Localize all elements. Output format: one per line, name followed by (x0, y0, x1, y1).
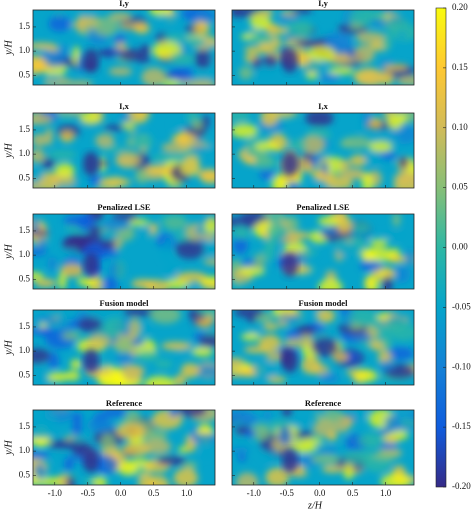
x-tick-label: -1.0 (48, 488, 63, 498)
colorbar-tick-label: 0.20 (452, 2, 468, 12)
panel: Fusion model (231, 298, 415, 386)
panel-frame (32, 112, 216, 189)
panel-title: Penalized LSE (97, 202, 150, 212)
panel-title: Reference (106, 398, 142, 408)
x-tick-label: -1.0 (247, 488, 262, 498)
x-tick-label: 1.0 (181, 488, 193, 498)
x-tick-label: -0.5 (280, 488, 295, 498)
panel: I,x 0.5 1.0 1.5 y/H (3, 101, 216, 189)
y-tick-label: 1.5 (19, 225, 31, 235)
field-image (33, 410, 215, 485)
field-image (33, 310, 215, 385)
panel-frame (32, 309, 216, 386)
x-tick-label: 1.0 (380, 488, 392, 498)
y-tick-label: 0.5 (19, 369, 31, 379)
x-tick-label: 0.0 (115, 488, 127, 498)
field-image (232, 310, 414, 385)
x-axis-label: z/H (307, 500, 323, 511)
panel-title: Penalized LSE (296, 202, 349, 212)
panel-title: Fusion model (100, 298, 150, 308)
x-tick-label: -0.5 (81, 488, 96, 498)
y-tick-label: 0.5 (19, 69, 31, 79)
y-tick-label: 0.5 (19, 469, 31, 479)
panel-title: I,y (318, 0, 328, 8)
y-tick-label: 1.0 (19, 445, 31, 455)
field-image (33, 113, 215, 188)
colorbar-tick-label: 0.10 (452, 122, 468, 132)
panel: Reference -1.0 -0.5 0.0 0.5 1.0 (231, 398, 415, 498)
y-tick-label: 0.5 (19, 273, 31, 283)
panel: Penalized LSE 0.5 1.0 1.5 y/H (3, 202, 216, 290)
y-axis-label: y/H (3, 340, 14, 356)
panel: Reference 0.5 1.0 1.5 -1.0 -0.5 0.0 0.5 1.0 y/H (3, 398, 216, 498)
y-tick-label: 1.5 (19, 21, 31, 31)
colorbar-tick-label: -0.05 (452, 301, 471, 311)
y-tick-label: 1.5 (19, 321, 31, 331)
y-tick-label: 1.0 (19, 345, 31, 355)
panel: Penalized LSE (231, 202, 415, 290)
colorbar-tick-label: 0.00 (452, 242, 468, 252)
panel-frame (231, 9, 415, 86)
panel-frame (32, 409, 216, 486)
panel-title: I,x (318, 101, 328, 111)
panel-title: Reference (305, 398, 341, 408)
colorbar-tick-label: -0.10 (452, 361, 471, 371)
y-tick-label: 0.5 (19, 172, 31, 182)
y-axis-label: y/H (3, 143, 14, 159)
panel: Fusion model 0.5 1.0 1.5 y/H (3, 298, 216, 386)
y-axis-label: y/H (3, 244, 14, 260)
y-tick-label: 1.0 (19, 148, 31, 158)
panel-frame (231, 112, 415, 189)
panel: I,y 0.5 1.0 1.5 y/H (3, 0, 216, 86)
panel: I,y (231, 0, 415, 86)
panel-frame (32, 9, 216, 86)
y-axis-label: y/H (3, 40, 14, 56)
x-tick-label: 0.5 (148, 488, 160, 498)
y-tick-label: 1.0 (19, 249, 31, 259)
field-image (33, 214, 215, 289)
field-image (232, 410, 414, 485)
y-tick-label: 1.0 (19, 45, 31, 55)
y-tick-label: 1.5 (19, 124, 31, 134)
panel-frame (231, 213, 415, 290)
field-image (232, 214, 414, 289)
y-axis-label: y/H (3, 440, 14, 456)
panel-title: I,x (119, 101, 129, 111)
panel: I,x (231, 101, 415, 189)
x-tick-label: 0.0 (314, 488, 326, 498)
colorbar-tick-label: 0.15 (452, 62, 468, 72)
x-tick-label: 0.5 (347, 488, 359, 498)
panel-title: I,y (119, 0, 129, 8)
y-tick-label: 1.5 (19, 421, 31, 431)
panel-frame (32, 213, 216, 290)
panel-frame (231, 409, 415, 486)
field-image (33, 10, 215, 85)
colorbar-tick-label: -0.20 (452, 481, 471, 491)
colorbar-tick-label: 0.05 (452, 182, 468, 192)
field-image (232, 10, 414, 85)
panel-frame (231, 309, 415, 386)
field-image (232, 113, 414, 188)
colorbar-tick-label: -0.15 (452, 421, 471, 431)
panel-title: Fusion model (299, 298, 349, 308)
